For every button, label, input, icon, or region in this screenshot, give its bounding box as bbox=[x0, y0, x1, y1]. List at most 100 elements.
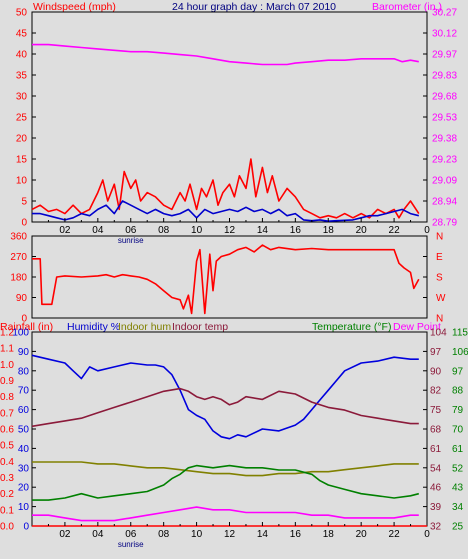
temp-outer-tick-label: 88 bbox=[452, 386, 464, 397]
temp-outer-tick-label: 115 bbox=[452, 328, 468, 339]
direction-tick-label: 180 bbox=[10, 273, 27, 284]
x-tick-label: 0 bbox=[424, 225, 430, 236]
humidity-tick-label: 30 bbox=[18, 463, 30, 474]
humidity-tick-label: 20 bbox=[18, 483, 30, 494]
direction-tick-label: 90 bbox=[16, 293, 28, 304]
rain-tick-label: 0.5 bbox=[0, 441, 14, 452]
temp-inner-tick-label: 46 bbox=[430, 483, 442, 494]
x-tick-label: 20 bbox=[356, 529, 368, 540]
x-tick-label: 10 bbox=[191, 225, 203, 236]
barometer-tick-label: 30.12 bbox=[432, 29, 457, 40]
x-tick-label: 06 bbox=[125, 225, 137, 236]
humidity-tick-label: 60 bbox=[18, 405, 30, 416]
temp-inner-tick-label: 32 bbox=[430, 522, 442, 533]
rain-tick-label: 0.6 bbox=[0, 425, 14, 436]
temp-outer-tick-label: 106 bbox=[452, 347, 468, 358]
temp-inner-tick-label: 97 bbox=[430, 347, 442, 358]
compass-tick-label: S bbox=[436, 273, 443, 284]
temp-inner-tick-label: 82 bbox=[430, 386, 442, 397]
x-tick-label: 22 bbox=[389, 529, 401, 540]
series-indoor-hum bbox=[32, 461, 419, 477]
series-windspeed bbox=[31, 158, 420, 219]
x-tick-label: 16 bbox=[290, 225, 302, 236]
sunrise-label: sunrise bbox=[118, 540, 144, 549]
wind-tick-label: 20 bbox=[16, 134, 28, 145]
rain-tick-label: 0.9 bbox=[0, 376, 14, 387]
indoor-hum-legend: Indoor hum bbox=[118, 321, 171, 333]
rain-tick-label: 0.4 bbox=[0, 457, 14, 468]
humidity-tick-label: 40 bbox=[18, 444, 30, 455]
temp-outer-tick-label: 79 bbox=[452, 405, 464, 416]
x-tick-label: 0 bbox=[424, 529, 430, 540]
direction-tick-label: 270 bbox=[10, 252, 27, 263]
humidity-axis-title: Humidity % bbox=[67, 321, 120, 333]
humidity-tick-label: 0 bbox=[23, 522, 29, 533]
wind-tick-label: 40 bbox=[16, 50, 28, 61]
humidity-tick-label: 90 bbox=[18, 347, 30, 358]
series-indoor-temp bbox=[31, 387, 419, 428]
wind-tick-label: 50 bbox=[16, 8, 28, 19]
temp-outer-tick-label: 34 bbox=[452, 502, 464, 513]
rainfall-axis-title: Rainfall (in) bbox=[0, 321, 53, 333]
temp-outer-tick-label: 97 bbox=[452, 366, 464, 377]
barometer-tick-label: 30.27 bbox=[432, 8, 457, 19]
x-tick-label: 14 bbox=[257, 529, 269, 540]
x-tick-label: 04 bbox=[92, 225, 104, 236]
wind-tick-label: 5 bbox=[21, 197, 27, 208]
windspeed-axis-title: Windspeed (mph) bbox=[33, 1, 116, 13]
wind-tick-label: 15 bbox=[16, 155, 28, 166]
barometer-tick-label: 28.79 bbox=[432, 218, 457, 229]
compass-tick-label: E bbox=[436, 252, 443, 263]
temp-inner-tick-label: 68 bbox=[430, 425, 442, 436]
rain-tick-label: 1.2 bbox=[0, 328, 14, 339]
temp-inner-tick-label: 39 bbox=[430, 502, 442, 513]
x-tick-label: 20 bbox=[356, 225, 368, 236]
wind-tick-label: 35 bbox=[16, 71, 28, 82]
panel-1 bbox=[31, 11, 428, 223]
x-tick-label: 14 bbox=[257, 225, 269, 236]
rain-tick-label: 0.3 bbox=[0, 473, 14, 484]
temp-inner-tick-label: 90 bbox=[430, 366, 442, 377]
wind-tick-label: 0 bbox=[21, 218, 27, 229]
barometer-tick-label: 29.68 bbox=[432, 92, 457, 103]
rain-tick-label: 0.7 bbox=[0, 408, 14, 419]
series-temperature bbox=[32, 464, 419, 501]
rain-tick-label: 1.0 bbox=[0, 360, 14, 371]
barometer-tick-label: 28.94 bbox=[432, 197, 457, 208]
x-tick-label: 16 bbox=[290, 529, 302, 540]
wind-tick-label: 30 bbox=[16, 92, 28, 103]
barometer-axis-title: Barometer (in.) bbox=[372, 1, 442, 13]
humidity-tick-label: 50 bbox=[18, 425, 30, 436]
series-humidity bbox=[31, 354, 419, 440]
x-tick-label: 10 bbox=[191, 529, 203, 540]
x-tick-label: 04 bbox=[92, 529, 104, 540]
barometer-tick-label: 29.38 bbox=[432, 134, 457, 145]
humidity-tick-label: 80 bbox=[18, 366, 30, 377]
compass-tick-label: N bbox=[436, 232, 443, 243]
series-wind-average bbox=[32, 200, 419, 222]
x-tick-label: 08 bbox=[158, 225, 170, 236]
x-tick-label: 12 bbox=[224, 529, 236, 540]
x-tick-label: 06 bbox=[125, 529, 137, 540]
barometer-tick-label: 29.23 bbox=[432, 155, 457, 166]
temperature-axis-title: Temperature (°F) bbox=[312, 321, 391, 333]
temp-outer-tick-label: 25 bbox=[452, 522, 464, 533]
x-tick-label: 08 bbox=[158, 529, 170, 540]
series-dew-point bbox=[32, 506, 419, 522]
humidity-tick-label: 10 bbox=[18, 502, 30, 513]
series-wind-direction bbox=[32, 244, 420, 315]
wind-tick-label: 25 bbox=[16, 113, 28, 124]
direction-tick-label: 360 bbox=[10, 232, 27, 243]
x-tick-label: 02 bbox=[59, 225, 71, 236]
rain-tick-label: 0.0 bbox=[0, 522, 14, 533]
series-barometer bbox=[32, 43, 419, 66]
temp-outer-tick-label: 70 bbox=[452, 425, 464, 436]
sunrise-label: sunrise bbox=[118, 236, 144, 245]
x-tick-label: 22 bbox=[389, 225, 401, 236]
temp-inner-tick-label: 75 bbox=[430, 405, 442, 416]
wind-tick-label: 10 bbox=[16, 176, 28, 187]
dew-point-legend: Dew Point bbox=[393, 321, 441, 333]
rain-tick-label: 0.1 bbox=[0, 505, 14, 516]
temp-inner-tick-label: 104 bbox=[430, 328, 447, 339]
